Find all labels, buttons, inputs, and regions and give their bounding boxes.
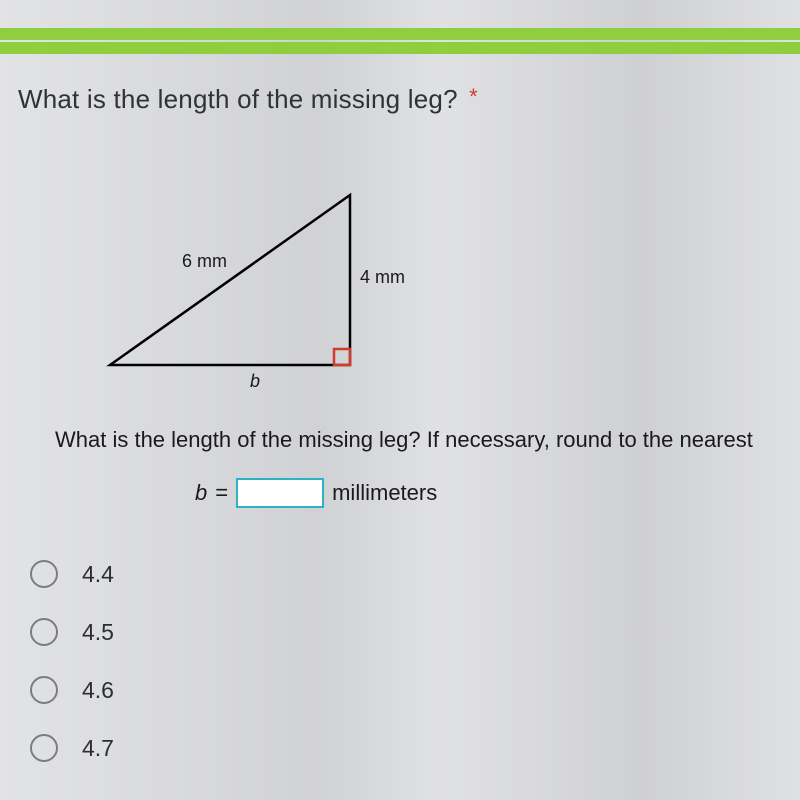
answer-line: b = millimeters — [195, 478, 437, 508]
radio-icon — [30, 560, 58, 588]
answer-unit: millimeters — [332, 480, 437, 506]
accent-bar-bottom — [0, 42, 800, 54]
triangle-shape — [110, 195, 350, 365]
option-label: 4.7 — [82, 735, 114, 762]
triangle-diagram: 6 mm 4 mm b — [100, 185, 440, 395]
radio-icon — [30, 734, 58, 762]
screen-texture — [0, 0, 800, 800]
option-1[interactable]: 4.5 — [30, 618, 114, 646]
right-angle-marker — [334, 349, 350, 365]
answer-options: 4.4 4.5 4.6 4.7 — [30, 560, 114, 762]
required-star: * — [469, 84, 478, 109]
base-leg-label: b — [250, 371, 260, 392]
accent-bar-top — [0, 28, 800, 40]
option-label: 4.5 — [82, 619, 114, 646]
sub-prompt: What is the length of the missing leg? I… — [55, 427, 800, 453]
option-2[interactable]: 4.6 — [30, 676, 114, 704]
question-text: What is the length of the missing leg? — [18, 84, 458, 114]
answer-equals: = — [215, 480, 228, 506]
option-label: 4.4 — [82, 561, 114, 588]
radio-icon — [30, 676, 58, 704]
hypotenuse-label: 6 mm — [182, 251, 227, 272]
option-0[interactable]: 4.4 — [30, 560, 114, 588]
question-title: What is the length of the missing leg? * — [18, 84, 478, 115]
radio-icon — [30, 618, 58, 646]
answer-variable: b — [195, 480, 207, 506]
answer-input-box[interactable] — [236, 478, 324, 508]
option-3[interactable]: 4.7 — [30, 734, 114, 762]
option-label: 4.6 — [82, 677, 114, 704]
vertical-leg-label: 4 mm — [360, 267, 405, 288]
triangle-svg — [100, 185, 440, 395]
